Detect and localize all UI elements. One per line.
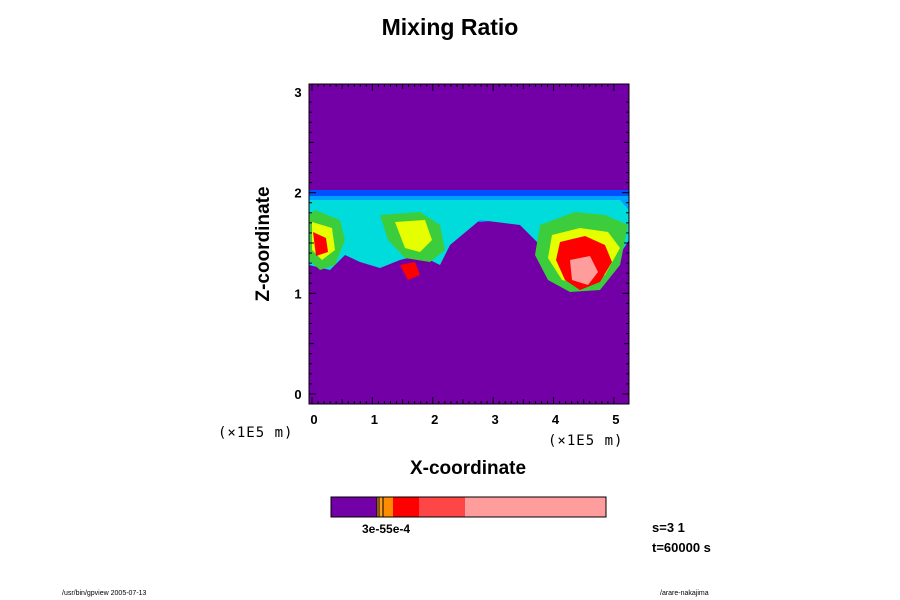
field-contour-10 <box>313 232 328 256</box>
y-tick-label: 3 <box>294 85 301 100</box>
x-tick-label: 5 <box>612 412 619 427</box>
x-tick-label: 3 <box>492 412 499 427</box>
colorbar-swatch <box>419 497 465 517</box>
colorbar-swatch <box>393 497 419 517</box>
time-info: t=60000 s <box>652 540 711 555</box>
colorbar <box>330 496 607 518</box>
axis-ticks <box>309 84 629 404</box>
colorbar-swatch <box>377 497 379 517</box>
colorbar-frame <box>330 496 607 518</box>
sigma-info: s=3 1 <box>652 520 685 535</box>
field-contour-12 <box>570 256 598 285</box>
chart-title: Mixing Ratio <box>381 14 519 40</box>
footer-right: /arare-nakajima <box>660 590 709 597</box>
colorbar-swatch <box>379 497 383 517</box>
x-axis-label: X-coordinate <box>409 458 527 479</box>
colorbar-swatch <box>465 497 606 517</box>
y-axis-label: Z-coordinate <box>253 186 274 302</box>
y-axis-unit: (×1E5 m) <box>218 425 294 441</box>
field-contour-11 <box>400 262 420 280</box>
colorbar-swatch <box>383 497 393 517</box>
x-tick-label: 2 <box>431 412 438 427</box>
colorbar-label: 3e-55e-4 <box>362 522 411 536</box>
x-tick-label: 0 <box>310 412 317 427</box>
field-contour-6 <box>395 220 432 252</box>
y-tick-label: 2 <box>294 186 301 201</box>
footer-left: /usr/bin/gpview 2005-07-13 <box>62 590 147 597</box>
colorbar-swatch <box>331 497 377 517</box>
y-tick-labels: 0 1 2 3 <box>294 85 301 402</box>
x-tick-labels: 0 1 2 3 4 5 <box>310 412 619 427</box>
x-tick-label: 1 <box>371 412 378 427</box>
x-tick-label: 4 <box>552 412 560 427</box>
y-tick-label: 0 <box>294 387 301 402</box>
y-tick-label: 1 <box>294 286 301 301</box>
x-axis-unit: (×1E5 m) <box>548 433 624 449</box>
mixing-ratio-field <box>309 84 629 404</box>
